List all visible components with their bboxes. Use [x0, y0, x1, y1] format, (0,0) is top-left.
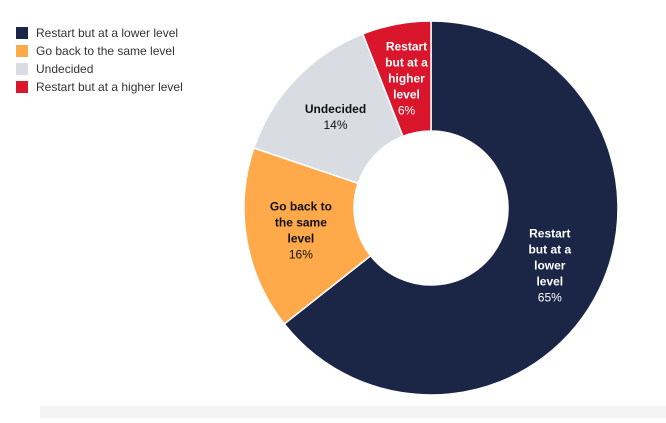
- legend-label-same-level: Go back to the same level: [36, 44, 175, 58]
- slice-label-line: level: [393, 87, 420, 101]
- slice-undecided: [252, 32, 404, 185]
- slice-label-undecided: Undecided 14%: [305, 102, 366, 132]
- slice-label-line: Restart: [386, 39, 427, 53]
- slice-label-lower-level: Restart but at a lower level 65%: [528, 227, 571, 305]
- legend-item-same-level: Go back to the same level: [16, 42, 183, 60]
- legend-item-lower-level: Restart but at a lower level: [16, 24, 183, 42]
- slice-value-same-level: 16%: [289, 248, 313, 262]
- slice-label-higher-level: Restart but at a higher level 6%: [385, 39, 428, 117]
- slice-value-lower-level: 65%: [538, 291, 562, 305]
- slice-value-undecided: 14%: [323, 118, 347, 132]
- legend: Restart but at a lower level Go back to …: [16, 24, 183, 96]
- bottom-strip: [40, 406, 666, 418]
- slice-value-higher-level: 6%: [398, 103, 416, 117]
- legend-swatch-higher-level: [16, 81, 28, 93]
- slice-label-line: level: [288, 232, 315, 246]
- slice-label-same-level: Go back to the same level 16%: [270, 200, 332, 262]
- legend-label-undecided: Undecided: [36, 62, 94, 76]
- slice-label-line: Restart: [529, 227, 570, 241]
- slice-label-line: but at a: [385, 55, 428, 69]
- legend-swatch-same-level: [16, 45, 28, 57]
- slice-higher-level: [361, 20, 432, 138]
- slice-label-line: higher: [388, 71, 425, 85]
- legend-item-higher-level: Restart but at a higher level: [16, 78, 183, 96]
- legend-item-undecided: Undecided: [16, 60, 183, 78]
- slice-label-line: level: [536, 275, 563, 289]
- slice-label-line: Go back to: [270, 200, 332, 214]
- slice-same-level: [243, 147, 372, 325]
- legend-label-higher-level: Restart but at a higher level: [36, 80, 183, 94]
- slice-label-line: the same: [275, 216, 327, 230]
- slice-label-line: Undecided: [305, 102, 366, 116]
- slice-label-line: lower: [534, 259, 566, 273]
- legend-swatch-lower-level: [16, 27, 28, 39]
- slice-lower-level: [283, 20, 619, 396]
- legend-swatch-undecided: [16, 63, 28, 75]
- slice-label-line: but at a: [528, 243, 571, 257]
- legend-label-lower-level: Restart but at a lower level: [36, 26, 179, 40]
